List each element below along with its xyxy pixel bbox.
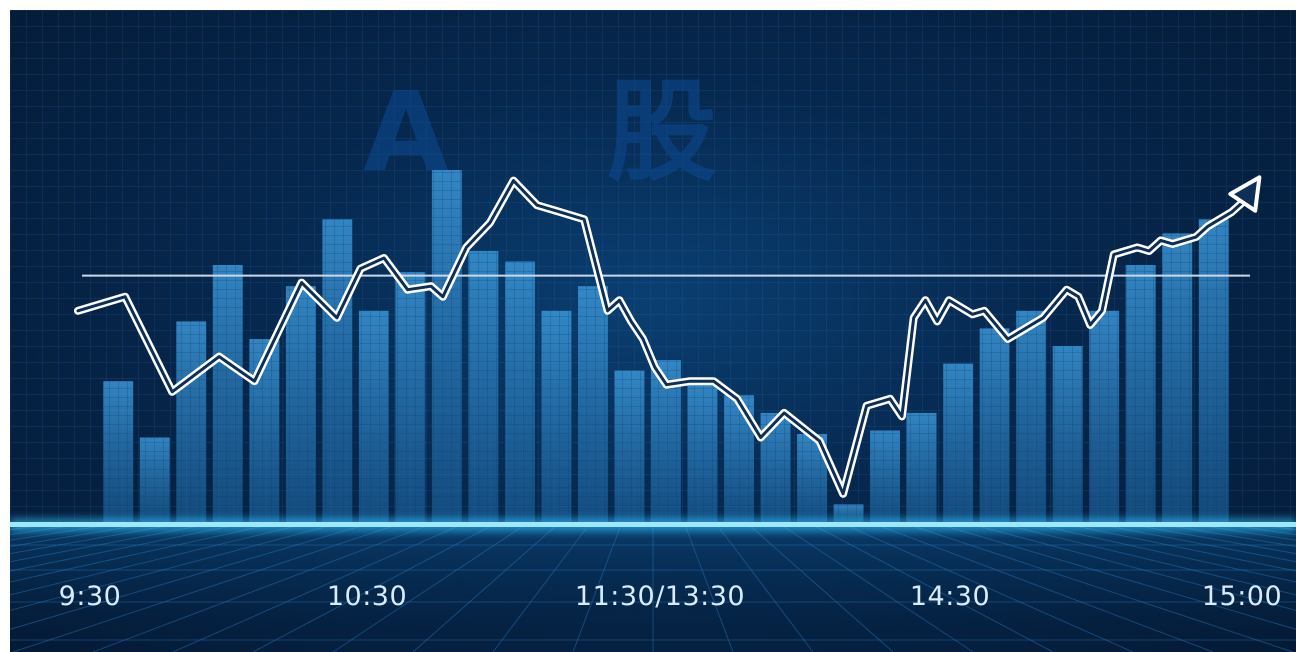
- stock-chart: A 股 9:30 10:30 11:30/13:30 14:30 15:00: [10, 10, 1296, 652]
- bar-texture: [943, 363, 974, 522]
- bar-texture: [979, 328, 1010, 522]
- floor-line: [10, 524, 333, 611]
- floor-line: [781, 524, 974, 652]
- bar-texture: [906, 412, 937, 522]
- bar-texture: [687, 381, 718, 522]
- floor-line: [716, 524, 814, 652]
- bar-texture: [358, 310, 389, 522]
- floor-line: [1166, 524, 1296, 548]
- floor-line: [1005, 524, 1296, 596]
- x-axis-labels: 9:30 10:30 11:30/13:30 14:30 15:00: [59, 581, 1282, 612]
- x-tick-label: 9:30: [59, 581, 122, 612]
- floor: [10, 525, 1296, 652]
- floor-line: [10, 524, 365, 630]
- floor-line: [92, 524, 429, 652]
- floor-line: [877, 524, 1214, 652]
- x-tick-label: 11:30/13:30: [575, 581, 745, 612]
- floor-line: [10, 524, 204, 563]
- floor-line: [492, 524, 590, 652]
- bar-texture: [578, 286, 608, 522]
- floor-line: [332, 524, 525, 652]
- bar-texture: [285, 286, 316, 522]
- x-tick-label: 10:30: [327, 581, 407, 612]
- bar-texture: [1198, 219, 1229, 523]
- bar-texture: [468, 251, 499, 522]
- bar-texture: [176, 321, 207, 522]
- floor-line: [909, 524, 1294, 652]
- trend-arrow-icon: [1228, 175, 1262, 213]
- floor-line: [813, 524, 1054, 652]
- baseline: [10, 522, 1296, 527]
- bar-texture: [1125, 265, 1156, 522]
- bar-texture: [139, 437, 170, 522]
- floor-line: [412, 524, 558, 652]
- bar-texture: [1052, 346, 1083, 522]
- price-line-group: [74, 175, 1262, 498]
- floor-line: [10, 524, 301, 596]
- bar-texture: [103, 381, 134, 522]
- bar-texture: [322, 219, 353, 523]
- bar-texture: [541, 310, 572, 522]
- x-tick-label: 14:30: [910, 581, 990, 612]
- floor-line: [10, 524, 140, 548]
- floor-line: [172, 524, 461, 652]
- floor-line: [973, 524, 1296, 611]
- floor-line: [1037, 524, 1296, 583]
- floor-line: [1134, 524, 1296, 555]
- chart-stage: A 股 9:30 10:30 11:30/13:30 14:30 15:00: [10, 10, 1296, 652]
- bar-texture: [833, 504, 864, 522]
- chart-title: A 股: [363, 68, 776, 196]
- floor-line: [10, 524, 269, 583]
- price-line: [76, 179, 1257, 496]
- bar-texture: [1162, 233, 1193, 522]
- floor-line: [252, 524, 493, 652]
- bar-texture: [870, 430, 900, 522]
- floor-line: [941, 524, 1296, 630]
- floor-line: [845, 524, 1134, 652]
- floor-line: [1102, 524, 1296, 563]
- bar-texture: [1089, 310, 1120, 522]
- floor-grid: [10, 524, 1296, 652]
- floor-line: [572, 524, 622, 652]
- bar-texture: [212, 265, 243, 522]
- bar-texture: [431, 170, 462, 522]
- bar-texture: [395, 272, 426, 522]
- floor-line: [10, 524, 172, 555]
- bar-texture: [614, 370, 645, 522]
- floor-line: [684, 524, 734, 652]
- bar-texture: [505, 261, 535, 522]
- floor-line: [748, 524, 894, 652]
- x-tick-label: 15:00: [1202, 581, 1282, 612]
- bar-texture: [1016, 310, 1047, 522]
- floor-line: [1069, 524, 1296, 572]
- floor-line: [10, 524, 237, 572]
- floor-line: [12, 524, 397, 652]
